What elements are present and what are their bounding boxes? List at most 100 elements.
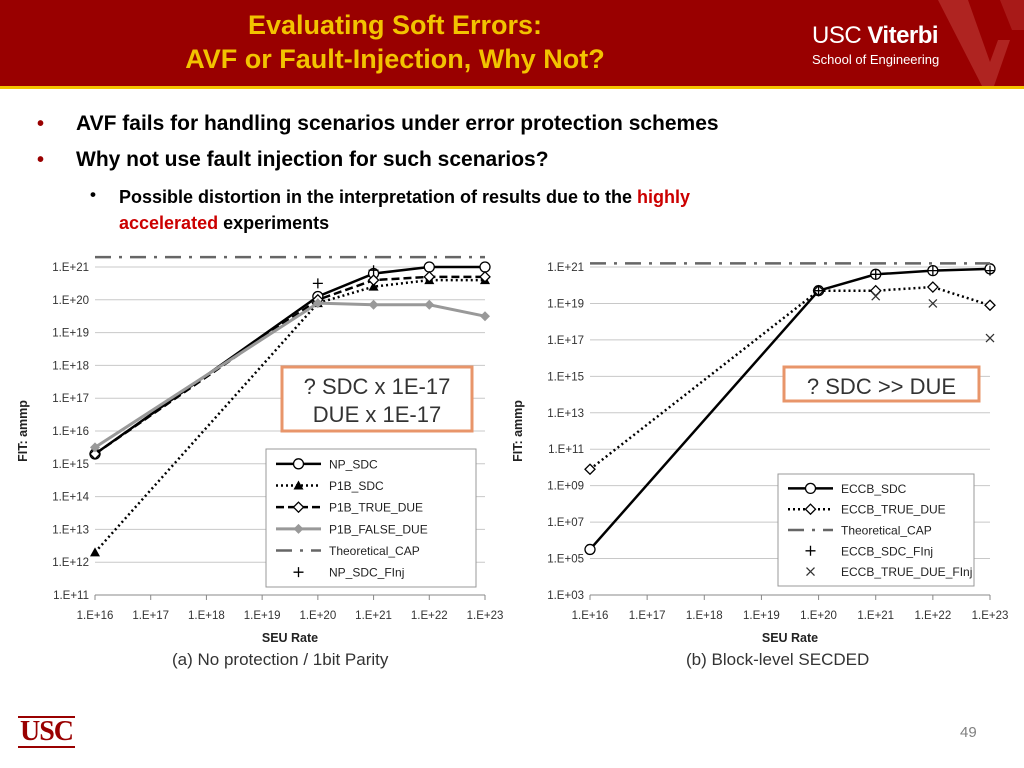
y-tick-label: 1.E+05 [547, 554, 584, 566]
data-point [479, 261, 491, 273]
y-tick-label: 1.E+19 [52, 328, 89, 340]
data-point [928, 298, 938, 308]
data-point [424, 299, 435, 310]
y-tick-label: 1.E+11 [548, 444, 584, 456]
annotation-text: DUE x 1E-17 [313, 402, 441, 427]
viterbi-v-icon [938, 0, 1024, 86]
legend-label: P1B_TRUE_DUE [329, 501, 423, 515]
y-tick-label: 1.E+18 [52, 360, 89, 372]
legend-label: NP_SDC_FInj [329, 566, 404, 580]
logo-viterbi-text: Viterbi [867, 22, 939, 49]
legend-entry: P1B_FALSE_DUE [276, 522, 428, 536]
legend-entry: NP_SDC_FInj [293, 566, 404, 580]
sub-bullet-highlight-1: highly [637, 187, 691, 207]
data-point [89, 448, 101, 460]
annotation-box [782, 365, 981, 403]
data-point [90, 547, 100, 557]
legend-marker [292, 501, 305, 514]
legend-label: Theoretical_CAP [841, 524, 932, 538]
legend-marker [806, 567, 815, 577]
legend-marker [804, 503, 817, 516]
legend-label: Theoretical_CAP [329, 544, 420, 558]
y-tick-label: 1.E+16 [52, 426, 89, 438]
x-tick-label: 1.E+19 [743, 610, 780, 622]
legend-entry: P1B_TRUE_DUE [276, 501, 423, 515]
legend-label: P1B_SDC [329, 479, 384, 493]
legend-entry: ECCB_TRUE_DUE_FInj [806, 565, 972, 579]
chart-block-secded: 1.E+03 1.E+05 1.E+07 1.E+09 1.E+11 1.E+13 1.E+… [513, 252, 1013, 672]
page-number: 49 [960, 724, 977, 741]
sub-bullet: Possible distortion in the interpretatio… [119, 184, 919, 236]
data-point [926, 281, 939, 293]
data-point [927, 265, 938, 276]
legend-box [777, 473, 975, 587]
data-point [367, 274, 380, 287]
sub-bullet-text-2: experiments [218, 213, 330, 233]
annotation-text: ? SDC >> DUE [807, 374, 956, 399]
series-NP_SDC_FInj [312, 265, 379, 289]
series-ECCB_SDC_FInj [813, 265, 995, 296]
bullet-marker: • [37, 149, 45, 171]
legend-marker [292, 458, 305, 470]
legend-entry: ECCB_SDC_FInj [805, 544, 933, 558]
x-tick-label: 1.E+20 [800, 610, 837, 622]
y-tick-label: 1.E+13 [547, 408, 584, 420]
y-tick-label: 1.E+17 [52, 393, 89, 405]
slide-title-line2: AVF or Fault-Injection, Why Not? [185, 44, 605, 74]
x-tick-label: 1.E+16 [77, 610, 114, 622]
x-axis-label: SEU Rate [262, 631, 318, 645]
x-tick-label: 1.E+20 [299, 610, 336, 622]
y-tick-label: 1.E+12 [52, 557, 89, 569]
data-point [984, 299, 996, 312]
x-tick-label: 1.E+18 [686, 610, 723, 622]
annotation-box [280, 365, 474, 433]
data-point [985, 265, 995, 276]
logo-school-text: School of Engineering [812, 52, 940, 67]
bullet-2: Why not use fault injection for such sce… [76, 148, 549, 171]
legend-entry: P1B_SDC [276, 479, 384, 493]
x-tick-label: 1.E+17 [629, 610, 666, 622]
y-tick-label: 1.E+11 [53, 590, 89, 602]
y-tick-label: 1.E+21 [547, 262, 584, 274]
y-tick-label: 1.E+07 [547, 517, 584, 529]
caption-b: (b) Block-level SECDED [686, 650, 870, 669]
y-tick-label: 1.E+03 [547, 590, 584, 602]
x-tick-label: 1.E+22 [914, 610, 951, 622]
data-point [312, 278, 323, 289]
x-tick-label: 1.E+23 [972, 610, 1009, 622]
legend-entry: NP_SDC [276, 457, 378, 471]
data-point [90, 442, 100, 453]
y-tick-label: 1.E+15 [547, 371, 584, 383]
data-point [312, 298, 323, 309]
y-tick-label: 1.E+14 [52, 492, 89, 504]
y-tick-label: 1.E+17 [547, 335, 584, 347]
legend-marker [293, 567, 304, 578]
legend-label: ECCB_TRUE_DUE_FInj [841, 565, 972, 579]
slide-header: Evaluating Soft Errors: AVF or Fault-Inj… [0, 0, 1024, 89]
legend-marker [293, 523, 304, 534]
data-point [985, 333, 995, 343]
data-point [584, 463, 596, 476]
series-P1B_FALSE_DUE [90, 298, 490, 453]
data-point [368, 281, 379, 291]
data-point [480, 311, 490, 322]
data-point [423, 270, 436, 283]
slide-title-line1: Evaluating Soft Errors: [247, 10, 543, 40]
legend-label: ECCB_SDC_FInj [841, 544, 933, 558]
y-tick-label: 1.E+15 [52, 459, 89, 471]
usc-viterbi-logo: USC Viterbi [812, 22, 939, 50]
y-tick-label: 1.E+09 [547, 481, 584, 493]
x-tick-label: 1.E+21 [857, 610, 894, 622]
legend-label: P1B_FALSE_DUE [329, 522, 428, 536]
legend-marker [293, 480, 304, 490]
y-tick-label: 1.E+13 [52, 524, 89, 536]
y-axis-label: FIT: ammp [513, 400, 525, 462]
legend-label: NP_SDC [329, 457, 378, 471]
y-tick-label: 1.E+20 [52, 295, 89, 307]
data-point [813, 285, 824, 296]
x-tick-label: 1.E+22 [411, 610, 448, 622]
y-tick-label: 1.E+21 [52, 262, 89, 274]
legend-marker [805, 545, 816, 556]
logo-usc-text: USC [812, 22, 862, 49]
legend-entry: Theoretical_CAP [276, 544, 420, 558]
